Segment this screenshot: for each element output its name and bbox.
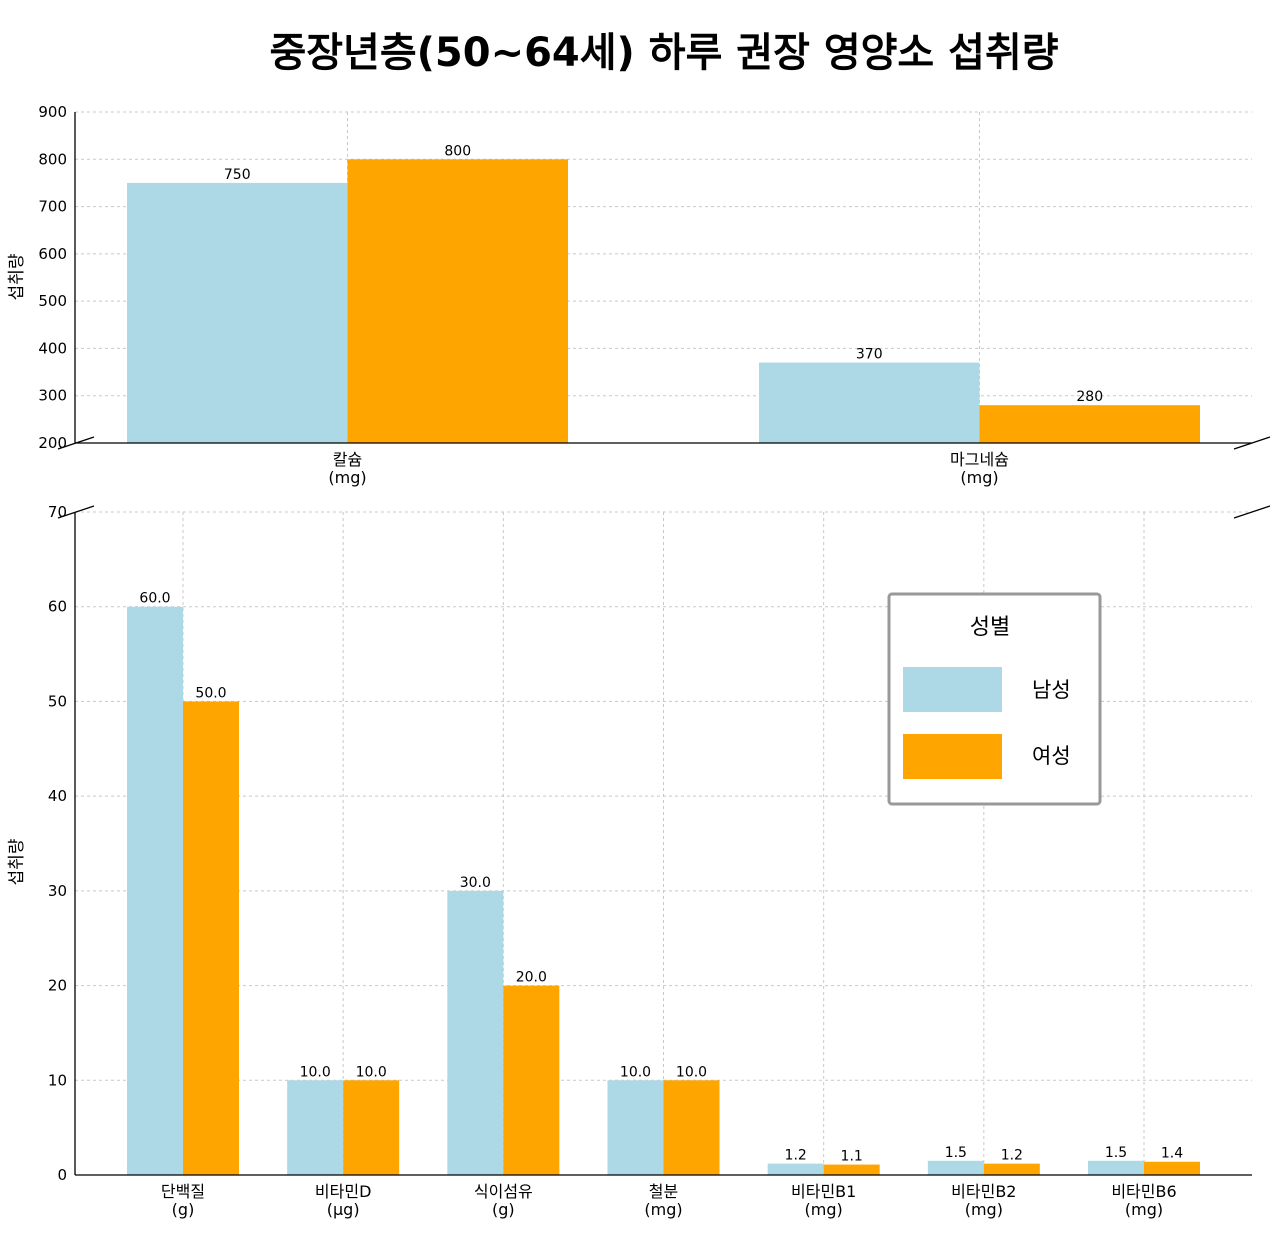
top-y-axis-label: 섭취량 bbox=[7, 253, 27, 300]
legend: 성별 남성 여성 bbox=[887, 592, 1102, 806]
bottom-value-female-1: 10.0 bbox=[356, 1064, 387, 1080]
top-cat-unit-0: (mg) bbox=[328, 468, 366, 487]
legend-label-male: 남성 bbox=[1032, 678, 1071, 702]
legend-swatch-female bbox=[903, 734, 1002, 779]
bottom-bar-female-2 bbox=[503, 985, 560, 1175]
legend-title: 성별 bbox=[970, 615, 1010, 640]
bottom-value-female-6: 1.4 bbox=[1161, 1146, 1183, 1162]
top-value-female-0: 800 bbox=[444, 143, 471, 159]
bottom-value-female-3: 10.0 bbox=[676, 1064, 707, 1080]
top-value-male-1: 370 bbox=[856, 347, 883, 363]
bottom-cat-name-1: 비타민D bbox=[315, 1182, 371, 1201]
bottom-bar-female-4 bbox=[823, 1164, 880, 1175]
bottom-cat-name-3: 철분 bbox=[649, 1182, 678, 1201]
axis-break-mark-right-lower bbox=[1233, 505, 1271, 519]
top-ytick-500: 500 bbox=[38, 292, 67, 310]
bottom-ytick-20: 20 bbox=[48, 977, 67, 995]
top-ytick-600: 600 bbox=[38, 245, 67, 263]
bottom-cat-unit-3: (mg) bbox=[644, 1200, 682, 1219]
top-cat-name-0: 칼슘 bbox=[333, 450, 362, 469]
top-bar-female-0 bbox=[347, 159, 568, 444]
bottom-cat-name-4: 비타민B1 bbox=[791, 1182, 856, 1201]
bottom-value-male-3: 10.0 bbox=[620, 1064, 651, 1080]
bottom-cat-unit-1: (μg) bbox=[327, 1200, 360, 1219]
bottom-ytick-30: 30 bbox=[48, 882, 67, 900]
chart-title: 중장년층(50~64세) 하루 권장 영양소 섭취량 bbox=[269, 30, 1058, 76]
top-bar-male-1 bbox=[759, 362, 980, 443]
bottom-cat-unit-4: (mg) bbox=[805, 1200, 843, 1219]
bottom-bar-male-2 bbox=[447, 890, 504, 1175]
bottom-value-female-0: 50.0 bbox=[195, 685, 226, 701]
bottom-value-male-0: 60.0 bbox=[139, 591, 170, 607]
bottom-value-female-4: 1.1 bbox=[841, 1149, 863, 1165]
axis-break-mark-left-lower bbox=[57, 505, 95, 519]
axis-break-mark-left bbox=[57, 436, 95, 450]
bottom-y-axis-label: 섭취량 bbox=[7, 838, 27, 885]
bottom-bar-male-6 bbox=[1088, 1160, 1144, 1175]
bottom-bar-male-3 bbox=[607, 1080, 664, 1175]
top-ytick-700: 700 bbox=[38, 198, 67, 216]
legend-label-female: 여성 bbox=[1032, 744, 1071, 768]
bottom-bar-female-0 bbox=[183, 701, 239, 1175]
bottom-cat-name-0: 단백질 bbox=[161, 1182, 205, 1201]
top-value-male-0: 750 bbox=[224, 167, 251, 183]
top-bar-female-1 bbox=[979, 405, 1200, 443]
top-ytick-900: 900 bbox=[38, 103, 67, 121]
bottom-bar-female-6 bbox=[1144, 1161, 1200, 1175]
bottom-bar-male-5 bbox=[927, 1160, 984, 1175]
bottom-value-male-1: 10.0 bbox=[300, 1064, 331, 1080]
top-panel: 200300400500600700800900칼슘(mg)마그네슘(mg)75… bbox=[7, 103, 1271, 487]
top-ytick-800: 800 bbox=[38, 150, 67, 168]
bottom-cat-name-6: 비타민B6 bbox=[1111, 1182, 1176, 1201]
bottom-ytick-0: 0 bbox=[57, 1166, 67, 1184]
bottom-ytick-40: 40 bbox=[48, 787, 67, 805]
bottom-value-male-4: 1.2 bbox=[785, 1148, 807, 1164]
bottom-value-female-2: 20.0 bbox=[516, 970, 547, 986]
bottom-cat-unit-2: (g) bbox=[492, 1200, 515, 1219]
bottom-value-male-6: 1.5 bbox=[1105, 1145, 1127, 1161]
bottom-bar-male-1 bbox=[287, 1080, 344, 1175]
bottom-bar-female-5 bbox=[983, 1163, 1040, 1175]
bottom-value-female-5: 1.2 bbox=[1001, 1148, 1023, 1164]
top-bar-male-0 bbox=[127, 182, 348, 443]
bottom-value-male-2: 30.0 bbox=[460, 875, 491, 891]
bottom-ytick-10: 10 bbox=[48, 1071, 67, 1089]
legend-swatch-male bbox=[903, 667, 1002, 712]
top-value-female-1: 280 bbox=[1076, 389, 1103, 405]
bottom-value-male-5: 1.5 bbox=[945, 1145, 967, 1161]
bottom-ytick-70: 70 bbox=[48, 503, 67, 521]
bottom-cat-unit-6: (mg) bbox=[1125, 1200, 1163, 1219]
axis-break-mark-right bbox=[1233, 436, 1271, 450]
top-ytick-200: 200 bbox=[38, 434, 67, 452]
top-cat-name-1: 마그네슘 bbox=[950, 450, 1009, 469]
bottom-ytick-50: 50 bbox=[48, 692, 67, 710]
top-ytick-300: 300 bbox=[38, 387, 67, 405]
bottom-cat-unit-0: (g) bbox=[172, 1200, 195, 1219]
bottom-bar-male-4 bbox=[767, 1163, 824, 1175]
bottom-cat-unit-5: (mg) bbox=[965, 1200, 1003, 1219]
top-ytick-400: 400 bbox=[38, 339, 67, 357]
bottom-panel: 010203040506070단백질(g)비타민D(μg)식이섬유(g)철분(m… bbox=[7, 503, 1271, 1219]
top-cat-unit-1: (mg) bbox=[960, 468, 998, 487]
bottom-ytick-60: 60 bbox=[48, 598, 67, 616]
bottom-bar-female-3 bbox=[663, 1080, 720, 1175]
bottom-cat-name-5: 비타민B2 bbox=[951, 1182, 1016, 1201]
bottom-bar-female-1 bbox=[343, 1080, 400, 1175]
bottom-cat-name-2: 식이섬유 bbox=[474, 1182, 533, 1201]
bottom-bar-male-0 bbox=[127, 606, 183, 1175]
